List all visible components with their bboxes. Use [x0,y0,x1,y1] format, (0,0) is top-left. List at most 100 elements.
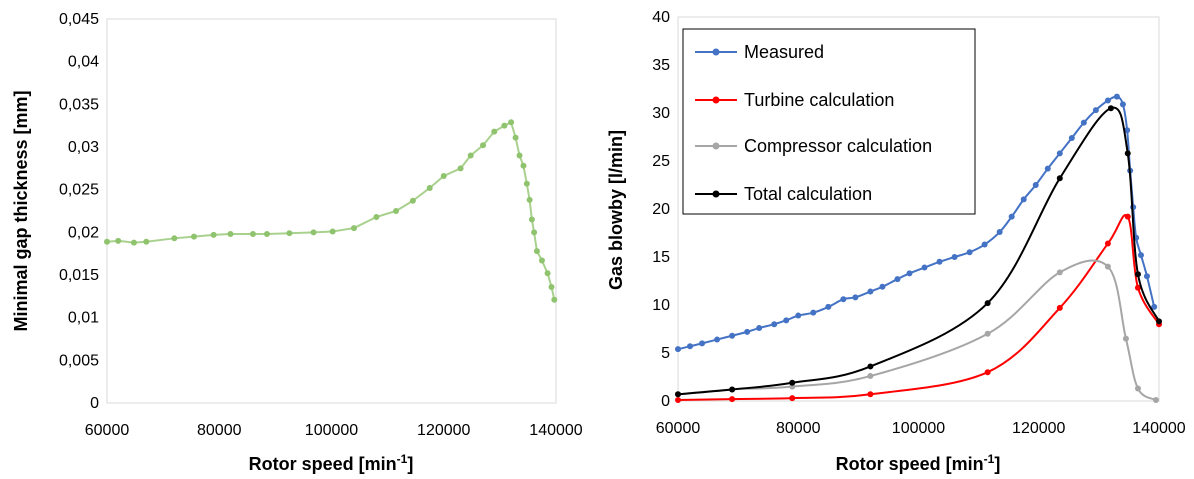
data-point-measured [981,241,988,248]
data-point-gap-thickness [551,296,558,303]
y-tick-label-left: 0,035 [59,96,99,113]
y-tick-label-right: 10 [652,297,670,314]
legend-marker-compressor [712,142,720,150]
data-point-gap-thickness [538,257,545,264]
data-point-gap-thickness [512,134,519,141]
y-tick-labels-left: 0 0,005 0,01 0,015 0,02 0,025 0,03 0,035 0,04 0,0… [59,11,99,412]
data-point-total [867,363,874,370]
x-tick-label-left: 120000 [417,422,470,439]
y-tick-label-right: 25 [652,153,670,170]
data-point-gap-thickness [263,231,270,238]
x-axis-title-left-end: ] [407,454,413,474]
y-tick-label-left: 0,015 [59,267,99,284]
data-point-measured [1104,97,1111,104]
data-point-turbine [1124,213,1131,220]
data-point-measured [1151,303,1158,310]
data-point-gap-thickness [516,152,523,159]
data-point-compressor [1122,335,1129,342]
y-axis-title-left: Minimal gap thickness [mm] [11,90,31,331]
data-point-turbine [1056,304,1063,311]
data-point-gap-thickness [528,216,535,223]
data-point-compressor [984,330,991,337]
legend-marker-measured [712,48,720,56]
data-point-total [1134,271,1141,278]
data-point-measured [936,258,943,265]
data-point-turbine [789,395,796,402]
x-tick-label-left: 100000 [305,422,358,439]
y-axis-title-right: Gas blowby [l/min] [606,130,626,290]
legend: Measured Turbine calculation Compressor … [682,28,976,215]
x-axis-title-left-main: Rotor speed [min [249,454,397,474]
data-point-gap-thickness [310,229,317,236]
data-point-measured [1008,213,1015,220]
data-point-gap-thickness [501,122,508,129]
data-point-gap-thickness [249,231,256,238]
data-point-measured [1044,165,1051,172]
x-axis-title-right-main: Rotor speed [min [836,454,984,474]
data-point-gap-thickness [104,238,110,245]
x-tick-label-right: 140000 [1132,420,1185,437]
data-point-measured [879,283,886,290]
data-point-gap-thickness [143,238,150,245]
data-point-measured [1080,119,1087,126]
legend-entry-measured: Measured [695,42,824,62]
data-point-gap-thickness [526,196,533,203]
x-axis-title-right-end: ] [994,454,1000,474]
data-point-gap-thickness [533,248,540,255]
y-tick-label-right: 40 [652,9,670,26]
data-point-measured [951,254,958,260]
x-axis-title-left: Rotor speed [min-1] [249,452,414,474]
data-point-gap-thickness [171,235,178,242]
data-point-gap-thickness [426,184,433,191]
legend-label-turbine: Turbine calculation [744,90,894,110]
x-axis-title-left-sup: -1 [397,452,408,466]
gap-thickness-chart: 0 0,005 0,01 0,015 0,02 0,025 0,03 0,035 0,04 0,0… [11,11,583,474]
data-point-gap-thickness [190,233,197,240]
data-point-gap-thickness [227,231,234,238]
y-tick-label-left: 0,045 [59,11,99,28]
data-point-measured [687,343,694,350]
y-tick-label-right: 5 [661,345,670,362]
data-point-total [789,379,796,386]
series-line-total [677,106,1160,396]
x-tick-label-left: 60000 [85,422,130,439]
data-point-measured [1056,150,1063,157]
legend-entry-total: Total calculation [695,184,872,204]
data-point-total [1124,150,1131,157]
data-point-gap-thickness [350,225,357,232]
data-point-total [729,386,736,393]
y-tick-label-left: 0,025 [59,182,99,199]
data-point-measured [1137,252,1144,259]
data-point-gap-thickness [480,142,487,149]
data-point-measured [1032,182,1039,188]
data-point-measured [996,229,1003,236]
y-tick-label-left: 0,005 [59,352,99,369]
legend-entry-compressor: Compressor calculation [695,136,932,156]
x-tick-label-left: 140000 [529,422,582,439]
data-point-measured [852,294,859,301]
data-point-measured [771,321,778,328]
data-point-measured [894,276,901,283]
data-point-measured [783,317,790,324]
y-tick-label-right: 0 [661,393,670,410]
y-tick-label-left: 0,04 [68,54,99,71]
data-point-gap-thickness [508,119,515,126]
y-tick-labels-right: 0 5 10 15 20 25 30 35 40 [652,9,670,410]
y-tick-label-right: 15 [652,249,670,266]
legend-marker-turbine [712,96,720,104]
x-axis-title-right: Rotor speed [min-1] [836,452,1001,474]
gas-blowby-chart: 0 5 10 15 20 25 30 35 40 60000 80000 100000 120000 1… [606,9,1186,474]
x-tick-label-right: 100000 [892,420,945,437]
data-point-measured [714,336,721,343]
data-point-gap-thickness [520,162,527,169]
data-point-measured [966,249,973,256]
data-point-measured [921,264,928,271]
x-tick-label-right: 80000 [776,420,821,437]
data-point-gap-thickness [548,283,555,290]
data-point-gap-thickness [373,213,380,220]
x-tick-label-left: 80000 [197,422,242,439]
legend-marker-total [712,190,720,198]
data-point-total [1107,105,1114,112]
y-tick-label-right: 35 [652,57,670,74]
data-point-total [1156,318,1162,325]
